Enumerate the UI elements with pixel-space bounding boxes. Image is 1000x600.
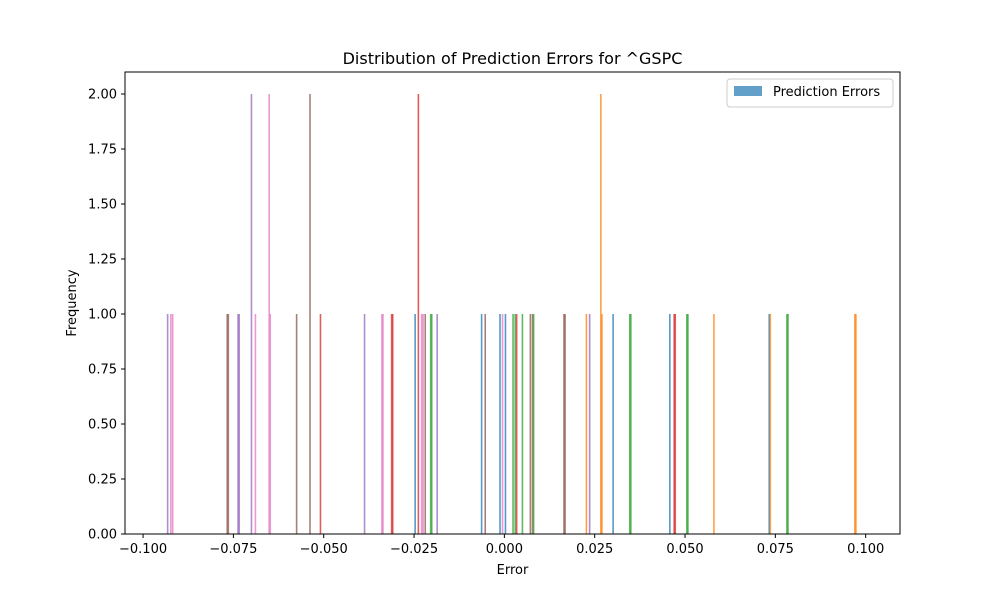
x-tick-label: 0.050 xyxy=(666,542,703,557)
histogram-bar xyxy=(512,314,514,534)
histogram-bar xyxy=(674,314,677,534)
histogram-bar xyxy=(227,314,230,534)
histogram-bar xyxy=(686,314,688,534)
histogram-bar xyxy=(786,314,788,534)
histogram-bar xyxy=(422,314,424,534)
x-tick-label: 0.000 xyxy=(486,542,523,557)
y-tick-label: 1.25 xyxy=(88,253,117,268)
histogram-bar xyxy=(429,314,432,534)
histogram-bar xyxy=(768,314,771,534)
histogram-bar xyxy=(787,314,789,534)
y-tick-label: 1.00 xyxy=(88,308,117,323)
histogram-bar xyxy=(382,314,384,534)
histogram-bar xyxy=(309,94,311,534)
histogram-bar xyxy=(515,314,518,534)
histogram-bar xyxy=(612,314,614,534)
histogram-bar xyxy=(769,314,772,534)
x-tick-label: −0.050 xyxy=(300,542,348,557)
histogram-bar xyxy=(254,314,257,534)
legend: Prediction Errors xyxy=(726,78,894,108)
histogram-bar xyxy=(363,314,366,534)
y-tick-label: 2.00 xyxy=(88,88,117,103)
y-tick-label: 1.50 xyxy=(88,198,117,213)
histogram-bar xyxy=(391,314,394,534)
histogram-bar xyxy=(585,314,588,534)
y-tick-label: 0.25 xyxy=(88,473,117,488)
histogram-bar xyxy=(295,314,298,534)
histogram-bar xyxy=(521,314,524,534)
histogram-bar xyxy=(420,314,423,534)
legend-swatch xyxy=(734,86,762,96)
histogram-bar xyxy=(269,314,272,534)
histogram-bar xyxy=(564,314,566,534)
x-tick-label: −0.100 xyxy=(119,542,167,557)
histogram-bar xyxy=(669,314,671,534)
y-tick-label: 1.75 xyxy=(88,143,117,158)
histogram-bar xyxy=(531,314,534,534)
histogram-bar xyxy=(529,314,532,534)
x-tick-label: −0.025 xyxy=(390,542,438,557)
histogram-bar xyxy=(268,94,270,534)
histogram-bar xyxy=(424,314,427,534)
histogram-bar xyxy=(600,94,602,534)
histogram-bar xyxy=(601,314,603,534)
histogram-bars xyxy=(166,94,857,534)
histogram-bar xyxy=(687,314,689,534)
histogram-bar xyxy=(563,314,565,534)
histogram-bar xyxy=(499,314,501,534)
histogram-bar xyxy=(237,314,239,534)
histogram-bar xyxy=(501,314,504,534)
histogram-bar xyxy=(514,314,517,534)
y-axis-ticks: 0.00 0.25 0.50 0.75 1.00 1.25 1.50 1.75 2.00 xyxy=(88,88,125,543)
legend-box xyxy=(726,78,894,108)
y-axis-label: Frequency xyxy=(65,269,80,336)
histogram-bar xyxy=(166,314,169,534)
histogram-bar xyxy=(713,314,715,534)
plot-area-frame xyxy=(124,71,901,535)
x-tick-label: 0.025 xyxy=(576,542,613,557)
histogram-bar xyxy=(414,314,416,534)
chart-title: Distribution of Prediction Errors for ^G… xyxy=(343,49,683,68)
y-tick-label: 0.00 xyxy=(88,528,117,543)
histogram-bar xyxy=(588,314,591,534)
histogram-bar xyxy=(855,314,857,534)
histogram-bar xyxy=(417,94,420,534)
histogram-bar xyxy=(238,314,240,534)
histogram-bar xyxy=(630,314,632,534)
histogram-bar xyxy=(226,314,229,534)
histogram-bar xyxy=(480,314,483,534)
histogram-bar xyxy=(484,314,487,534)
x-axis-ticks: −0.100 −0.075 −0.050 −0.025 0.000 0.025 0.050 0… xyxy=(119,534,884,557)
histogram-bar xyxy=(430,314,433,534)
histogram-bar xyxy=(170,314,172,534)
histogram-bar xyxy=(381,314,383,534)
y-tick-label: 0.75 xyxy=(88,363,117,378)
histogram-bar xyxy=(628,314,631,534)
histogram-bar xyxy=(504,314,507,534)
histogram-bar xyxy=(436,314,438,534)
histogram-bar xyxy=(171,314,174,534)
histogram-bar xyxy=(854,314,856,534)
x-axis-label: Error xyxy=(497,563,529,578)
y-tick-label: 0.50 xyxy=(88,418,117,433)
x-tick-label: 0.075 xyxy=(757,542,794,557)
histogram-bar xyxy=(673,314,675,534)
histogram-bar xyxy=(390,314,393,534)
x-tick-label: −0.075 xyxy=(209,542,257,557)
legend-label: Prediction Errors xyxy=(773,85,880,100)
histogram-bar xyxy=(532,314,535,534)
histogram-bar xyxy=(250,94,253,534)
histogram-bar xyxy=(319,314,322,534)
x-tick-label: 0.100 xyxy=(847,542,884,557)
